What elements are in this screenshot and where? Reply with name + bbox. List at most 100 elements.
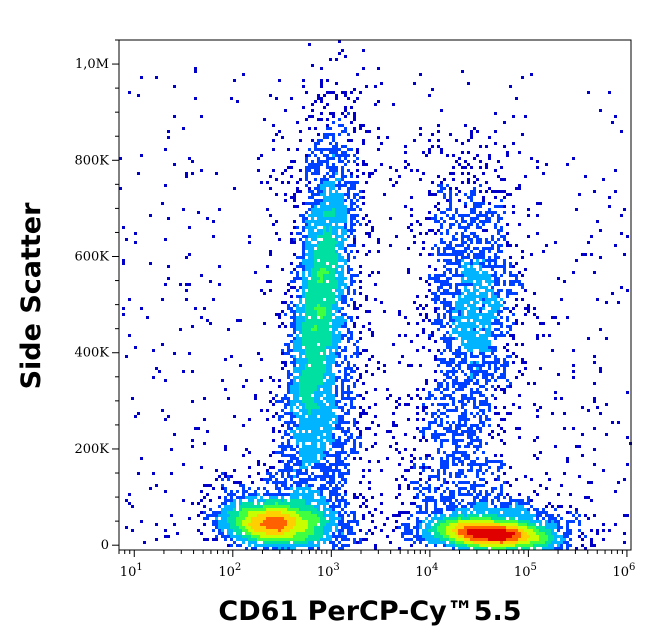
scatter-point — [326, 412, 329, 415]
scatter-point — [323, 232, 326, 235]
scatter-point — [566, 526, 569, 529]
scatter-point — [296, 496, 299, 499]
scatter-point — [326, 346, 329, 349]
scatter-point — [350, 208, 353, 211]
scatter-point — [353, 322, 356, 325]
scatter-point — [470, 280, 473, 283]
scatter-point — [365, 163, 368, 166]
scatter-point — [419, 439, 422, 442]
scatter-point — [329, 418, 332, 421]
scatter-point — [260, 544, 263, 547]
scatter-point — [416, 487, 419, 490]
scatter-point — [269, 496, 272, 499]
scatter-point — [476, 496, 479, 499]
scatter-point — [494, 292, 497, 295]
scatter-point — [323, 250, 326, 253]
scatter-point — [446, 262, 449, 265]
scatter-point — [344, 109, 347, 112]
scatter-point — [290, 493, 293, 496]
scatter-point — [458, 535, 461, 538]
scatter-point — [287, 346, 290, 349]
scatter-point — [395, 235, 398, 238]
scatter-point — [497, 229, 500, 232]
scatter-point — [287, 463, 290, 466]
scatter-point — [302, 283, 305, 286]
scatter-point — [314, 475, 317, 478]
scatter-point — [311, 430, 314, 433]
scatter-point — [278, 499, 281, 502]
scatter-point — [353, 256, 356, 259]
scatter-point — [296, 436, 299, 439]
scatter-point — [338, 355, 341, 358]
scatter-point — [467, 181, 470, 184]
scatter-point — [443, 250, 446, 253]
scatter-point — [443, 469, 446, 472]
scatter-point — [296, 304, 299, 307]
scatter-point — [314, 448, 317, 451]
scatter-point — [224, 505, 227, 508]
scatter-point — [323, 190, 326, 193]
scatter-point — [272, 169, 275, 172]
scatter-point — [446, 427, 449, 430]
scatter-point — [446, 529, 449, 532]
scatter-point — [323, 199, 326, 202]
scatter-point — [479, 532, 482, 535]
scatter-point — [293, 328, 296, 331]
scatter-point — [422, 172, 425, 175]
scatter-point — [344, 199, 347, 202]
scatter-point — [329, 334, 332, 337]
scatter-point — [488, 157, 491, 160]
scatter-point — [488, 256, 491, 259]
scatter-point — [293, 481, 296, 484]
scatter-point — [473, 322, 476, 325]
scatter-point — [413, 541, 416, 544]
scatter-point — [323, 274, 326, 277]
scatter-point — [464, 451, 467, 454]
scatter-point — [476, 178, 479, 181]
scatter-point — [353, 382, 356, 385]
scatter-point — [305, 286, 308, 289]
scatter-point — [473, 307, 476, 310]
scatter-point — [551, 541, 554, 544]
scatter-point — [473, 520, 476, 523]
scatter-point — [326, 127, 329, 130]
scatter-point — [563, 541, 566, 544]
scatter-point — [356, 367, 359, 370]
scatter-point — [287, 388, 290, 391]
scatter-point — [302, 433, 305, 436]
scatter-point — [329, 262, 332, 265]
scatter-point — [347, 373, 350, 376]
scatter-point — [479, 352, 482, 355]
scatter-point — [269, 541, 272, 544]
scatter-point — [446, 376, 449, 379]
scatter-point — [287, 304, 290, 307]
scatter-point — [518, 538, 521, 541]
scatter-point — [494, 280, 497, 283]
scatter-point — [344, 538, 347, 541]
scatter-point — [449, 364, 452, 367]
scatter-point — [224, 502, 227, 505]
scatter-point — [338, 256, 341, 259]
scatter-point — [326, 394, 329, 397]
scatter-point — [341, 277, 344, 280]
scatter-point — [341, 241, 344, 244]
scatter-point — [251, 514, 254, 517]
scatter-point — [317, 520, 320, 523]
scatter-point — [329, 217, 332, 220]
scatter-point — [287, 433, 290, 436]
scatter-point — [422, 346, 425, 349]
scatter-point — [329, 274, 332, 277]
scatter-point — [278, 514, 281, 517]
scatter-point — [461, 358, 464, 361]
scatter-point — [290, 232, 293, 235]
scatter-point — [485, 328, 488, 331]
scatter-point — [500, 298, 503, 301]
scatter-point — [500, 310, 503, 313]
scatter-point — [329, 253, 332, 256]
scatter-point — [494, 301, 497, 304]
scatter-point — [290, 409, 293, 412]
scatter-point — [356, 451, 359, 454]
scatter-point — [317, 475, 320, 478]
scatter-point — [587, 517, 590, 520]
scatter-point — [305, 511, 308, 514]
